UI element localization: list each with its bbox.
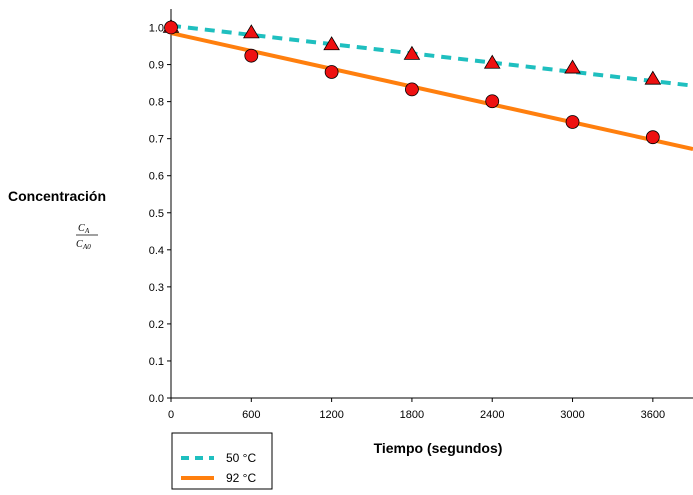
x-tick-label: 3000	[560, 409, 584, 421]
y-axis-title: Concentración	[8, 188, 106, 204]
data-point-triangle	[564, 59, 581, 74]
y-tick-label: 0.1	[149, 356, 164, 368]
data-point-triangle	[243, 24, 260, 39]
fraction-numerator: C	[78, 223, 85, 234]
fit-lines	[170, 23, 693, 151]
data-point-triangle	[403, 45, 421, 60]
y-ticks: 0.0 0.1 0.2 0.3 0.4 0.5 0.6 0.7 0.8 0.9 1.0	[149, 23, 171, 405]
x-tick-label: 600	[242, 409, 260, 421]
y-tick-label: 0.8	[149, 97, 164, 109]
x-tick-label: 2400	[480, 409, 504, 421]
legend-label-92c: 92 °C	[226, 471, 256, 485]
y-tick-label: 0.4	[149, 245, 164, 257]
data-point-circle	[164, 20, 178, 35]
data-point-circle	[244, 48, 259, 63]
data-point-circle	[405, 82, 419, 97]
y-tick-label: 0.2	[149, 319, 164, 331]
y-tick-label: 0.7	[149, 134, 164, 146]
x-tick-label: 3600	[641, 409, 665, 421]
legend-label-50c: 50 °C	[226, 451, 256, 465]
fraction-denominator: C	[76, 239, 83, 250]
x-tick-label: 0	[168, 409, 174, 421]
x-ticks: 0 600 1200 1800 2400 3000 3600	[168, 398, 665, 421]
y-tick-label: 0.9	[149, 60, 164, 72]
data-point-circle	[485, 94, 500, 109]
y-axis-fraction: C A C A0	[76, 223, 98, 251]
y-tick-label: 0.0	[149, 393, 164, 405]
y-tick-label: 0.3	[149, 282, 164, 294]
fraction-numerator-sub: A	[84, 227, 90, 235]
x-tick-label: 1800	[400, 409, 424, 421]
y-tick-label: 0.6	[149, 171, 164, 183]
data-point-triangle	[483, 54, 501, 69]
fit-line-series-1	[170, 31, 693, 151]
markers	[162, 18, 662, 145]
data-point-circle	[324, 65, 339, 79]
data-point-triangle	[644, 70, 662, 85]
fraction-denominator-sub: A0	[82, 243, 91, 251]
data-point-triangle	[323, 36, 340, 51]
y-tick-label: 0.5	[149, 208, 164, 220]
y-tick-label: 1.0	[149, 23, 164, 35]
data-point-circle	[645, 130, 660, 145]
legend-box	[171, 432, 273, 490]
axes: 0 600 1200 1800 2400 3000 3600 0.0 0.1 0.2 0.3 0.4…	[149, 9, 693, 421]
x-tick-label: 1200	[319, 409, 343, 421]
legend: 50 °C 92 °C	[171, 432, 273, 490]
data-point-circle	[565, 115, 580, 129]
x-axis-title: Tiempo (segundos)	[374, 440, 503, 456]
